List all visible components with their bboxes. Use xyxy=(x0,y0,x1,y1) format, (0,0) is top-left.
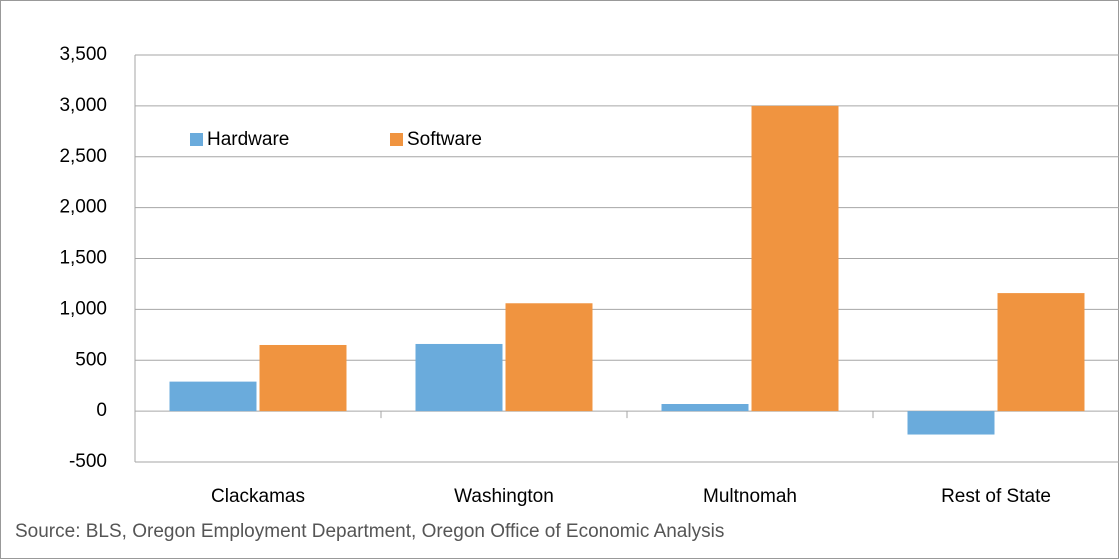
x-tick-label: Clackamas xyxy=(211,486,305,507)
x-tick-label: Rest of State xyxy=(941,486,1051,507)
bar xyxy=(169,381,257,412)
y-tick-label: 0 xyxy=(96,400,107,421)
bar xyxy=(907,411,995,435)
bar xyxy=(751,105,839,412)
y-tick-label: 1,500 xyxy=(59,248,107,269)
bar xyxy=(259,344,347,412)
y-tick-label: -500 xyxy=(69,451,107,472)
legend-label: Hardware xyxy=(207,129,289,150)
y-tick-label: 1,000 xyxy=(59,298,107,319)
legend-swatch xyxy=(390,133,403,146)
bar xyxy=(661,404,749,412)
x-tick-label: Washington xyxy=(454,486,554,507)
legend-swatch xyxy=(190,133,203,146)
source-note: Source: BLS, Oregon Employment Departmen… xyxy=(15,521,724,542)
legend-label: Software xyxy=(407,129,482,150)
y-tick-label: 500 xyxy=(75,349,107,370)
bar xyxy=(415,343,503,412)
y-tick-label: 2,500 xyxy=(59,146,107,167)
y-tick-label: 2,000 xyxy=(59,197,107,218)
y-tick-label: 3,000 xyxy=(59,95,107,116)
x-tick-label: Multnomah xyxy=(703,486,797,507)
bar xyxy=(997,293,1085,412)
y-tick-label: 3,500 xyxy=(59,44,107,65)
bar xyxy=(505,303,593,412)
